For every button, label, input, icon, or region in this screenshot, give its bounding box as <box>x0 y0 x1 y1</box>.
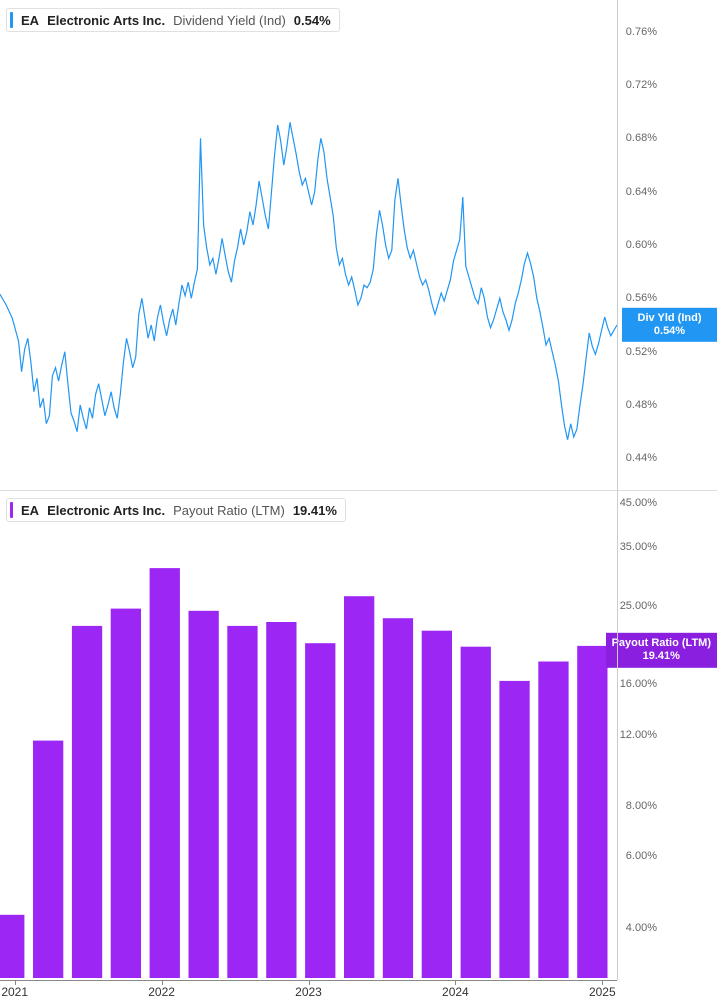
dividend-yield-series-line <box>0 122 617 439</box>
top-badge-value: 0.54% <box>628 325 711 338</box>
bottom-metric-name: Payout Ratio (LTM) <box>173 503 285 518</box>
payout-ratio-bar <box>33 741 63 978</box>
payout-ratio-bar-chart[interactable] <box>0 495 617 978</box>
payout-ratio-bar <box>227 626 257 978</box>
y-tick-label: 25.00% <box>620 600 657 612</box>
dividend-yield-badge: Div Yld (Ind) 0.54% <box>622 308 717 342</box>
x-tick-label: 2024 <box>442 985 469 999</box>
bottom-badge-value: 19.41% <box>612 650 711 663</box>
top-company: Electronic Arts Inc. <box>47 13 165 28</box>
payout-ratio-bar <box>422 631 452 978</box>
x-axis: 2021 2022 2023 2024 2025 <box>0 980 617 1000</box>
y-tick-label: 6.00% <box>626 850 657 862</box>
y-tick-label: 0.64% <box>626 186 657 198</box>
payout-ratio-bar <box>266 622 296 978</box>
y-tick-label: 45.00% <box>620 497 657 509</box>
payout-ratio-bar <box>0 915 24 978</box>
payout-ratio-bar <box>499 681 529 978</box>
top-plot-right-edge <box>617 0 618 490</box>
y-tick-label: 12.00% <box>620 729 657 741</box>
payout-ratio-bar <box>344 596 374 978</box>
top-accent-bar <box>10 12 13 28</box>
y-tick-label: 0.76% <box>626 26 657 38</box>
top-metric-name: Dividend Yield (Ind) <box>173 13 286 28</box>
y-tick-label: 0.68% <box>626 132 657 144</box>
top-metric-value: 0.54% <box>294 13 331 28</box>
bottom-metric-value: 19.41% <box>293 503 337 518</box>
payout-ratio-bar <box>72 626 102 978</box>
y-tick-label: 35.00% <box>620 541 657 553</box>
top-chart-header: EA Electronic Arts Inc. Dividend Yield (… <box>6 8 340 32</box>
dividend-yield-panel: EA Electronic Arts Inc. Dividend Yield (… <box>0 0 717 490</box>
payout-ratio-bar <box>111 609 141 978</box>
bottom-company: Electronic Arts Inc. <box>47 503 165 518</box>
x-tick-label: 2023 <box>295 985 322 999</box>
payout-ratio-bar <box>461 647 491 978</box>
bottom-badge-label: Payout Ratio (LTM) <box>612 637 711 650</box>
y-tick-label: 0.44% <box>626 452 657 464</box>
y-tick-label: 0.56% <box>626 292 657 304</box>
bottom-ticker: EA <box>21 503 39 518</box>
x-tick-label: 2021 <box>1 985 28 999</box>
y-tick-label: 0.72% <box>626 79 657 91</box>
payout-ratio-bar <box>189 611 219 978</box>
bottom-accent-bar <box>10 502 13 518</box>
dividend-yield-line-chart[interactable] <box>0 5 617 485</box>
payout-ratio-bar <box>150 568 180 978</box>
payout-ratio-bar <box>538 662 568 979</box>
x-tick-label: 2022 <box>148 985 175 999</box>
y-tick-label: 0.48% <box>626 399 657 411</box>
bottom-plot-right-edge <box>617 490 618 980</box>
x-tick-label: 2025 <box>589 985 616 999</box>
top-ticker: EA <box>21 13 39 28</box>
payout-ratio-bar <box>577 646 607 978</box>
y-tick-label: 4.00% <box>626 922 657 934</box>
top-badge-label: Div Yld (Ind) <box>628 312 711 325</box>
y-tick-label: 8.00% <box>626 800 657 812</box>
y-tick-label: 0.60% <box>626 239 657 251</box>
payout-ratio-panel: EA Electronic Arts Inc. Payout Ratio (LT… <box>0 490 717 980</box>
payout-ratio-bar <box>305 643 335 978</box>
y-tick-label: 0.52% <box>626 346 657 358</box>
y-tick-label: 16.00% <box>620 678 657 690</box>
payout-ratio-badge: Payout Ratio (LTM) 19.41% <box>606 633 717 667</box>
bottom-chart-header: EA Electronic Arts Inc. Payout Ratio (LT… <box>6 498 346 522</box>
payout-ratio-bar <box>383 618 413 978</box>
